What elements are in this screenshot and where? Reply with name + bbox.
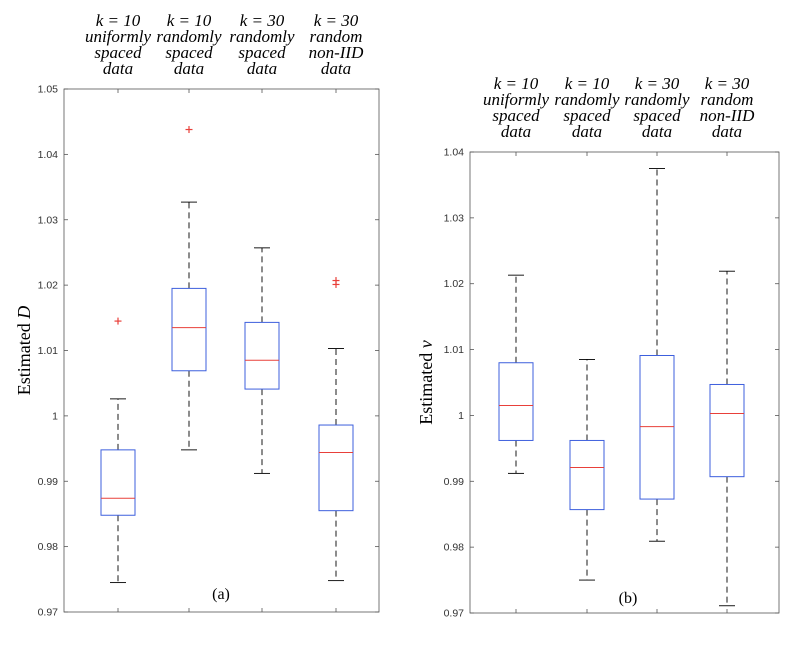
y-tick-label: 1.02 bbox=[38, 280, 59, 292]
y-tick-label: 0.98 bbox=[444, 542, 465, 554]
category-label: k = 10 bbox=[565, 74, 610, 93]
y-tick-label: 0.98 bbox=[38, 541, 59, 553]
category-label: k = 30 bbox=[240, 11, 285, 30]
category-label: spaced bbox=[238, 43, 286, 62]
category-label: data bbox=[572, 122, 602, 141]
category-label: data bbox=[642, 122, 672, 141]
category-label: k = 30 bbox=[635, 74, 680, 93]
plot-frame bbox=[469, 151, 780, 614]
category-label: non-IID bbox=[700, 106, 755, 125]
y-tick-label: 0.99 bbox=[38, 476, 59, 488]
box-3 bbox=[639, 168, 675, 542]
y-tick-label: 1.03 bbox=[444, 212, 465, 224]
category-label: randomly bbox=[156, 27, 222, 46]
category-label: randomly bbox=[554, 90, 620, 109]
y-axis-label-text: Estimated bbox=[14, 319, 34, 395]
y-tick-label: 1.05 bbox=[38, 84, 59, 96]
y-axis-label-variable: ν bbox=[416, 340, 436, 348]
box-1 bbox=[498, 274, 534, 474]
category-label: randomly bbox=[624, 90, 690, 109]
category-label: randomly bbox=[229, 27, 295, 46]
category-label: k = 30 bbox=[705, 74, 750, 93]
iqr-box bbox=[569, 439, 605, 511]
category-label: spaced bbox=[94, 43, 142, 62]
category-label: data bbox=[174, 59, 204, 78]
category-label: data bbox=[321, 59, 351, 78]
iqr-box bbox=[244, 321, 280, 390]
iqr-box bbox=[171, 287, 207, 372]
category-label: data bbox=[247, 59, 277, 78]
y-tick-label: 1.04 bbox=[38, 149, 59, 161]
y-tick-label: 0.97 bbox=[38, 607, 59, 619]
outlier-marker bbox=[114, 317, 122, 325]
y-tick-label: 1.01 bbox=[38, 345, 59, 357]
category-label: spaced bbox=[563, 106, 611, 125]
box-4 bbox=[318, 277, 354, 582]
category-label: uniformly bbox=[483, 90, 550, 109]
y-tick-label: 0.97 bbox=[444, 608, 465, 620]
y-tick-label: 1.02 bbox=[444, 278, 465, 290]
box-3 bbox=[244, 247, 280, 474]
category-label: spaced bbox=[165, 43, 213, 62]
box-2 bbox=[171, 126, 207, 451]
y-axis-label-variable: D bbox=[14, 306, 34, 320]
box-2 bbox=[569, 359, 605, 581]
category-label: uniformly bbox=[85, 27, 152, 46]
panel-label: (a) bbox=[212, 586, 230, 603]
category-label: data bbox=[712, 122, 742, 141]
panel-label: (b) bbox=[619, 590, 638, 607]
plot-frame bbox=[63, 88, 380, 613]
box-1 bbox=[100, 317, 136, 584]
y-tick-label: 1 bbox=[52, 410, 58, 422]
box-4 bbox=[709, 270, 745, 607]
y-tick-label: 1.04 bbox=[444, 147, 465, 159]
y-tick-label: 1.03 bbox=[38, 214, 59, 226]
category-label: random bbox=[310, 27, 363, 46]
y-axis-label: Estimated D bbox=[14, 306, 34, 395]
category-label: data bbox=[501, 122, 531, 141]
category-label: random bbox=[701, 90, 754, 109]
outlier-marker bbox=[332, 277, 340, 285]
category-label: spaced bbox=[492, 106, 540, 125]
category-label: k = 10 bbox=[494, 74, 539, 93]
outlier-marker bbox=[185, 126, 193, 134]
category-label: k = 30 bbox=[314, 11, 359, 30]
category-label: k = 10 bbox=[167, 11, 212, 30]
category-label: data bbox=[103, 59, 133, 78]
y-axis-label: Estimated ν bbox=[416, 340, 436, 424]
category-label: spaced bbox=[633, 106, 681, 125]
y-tick-label: 0.99 bbox=[444, 476, 465, 488]
y-tick-label: 1.01 bbox=[444, 344, 465, 356]
category-label: k = 10 bbox=[96, 11, 141, 30]
category-label: non-IID bbox=[309, 43, 364, 62]
iqr-box bbox=[639, 354, 675, 500]
iqr-box bbox=[709, 383, 745, 478]
y-axis-label-text: Estimated bbox=[416, 348, 436, 424]
iqr-box bbox=[100, 449, 136, 516]
iqr-box bbox=[498, 362, 534, 441]
iqr-box bbox=[318, 424, 354, 512]
y-tick-label: 1 bbox=[458, 410, 464, 422]
